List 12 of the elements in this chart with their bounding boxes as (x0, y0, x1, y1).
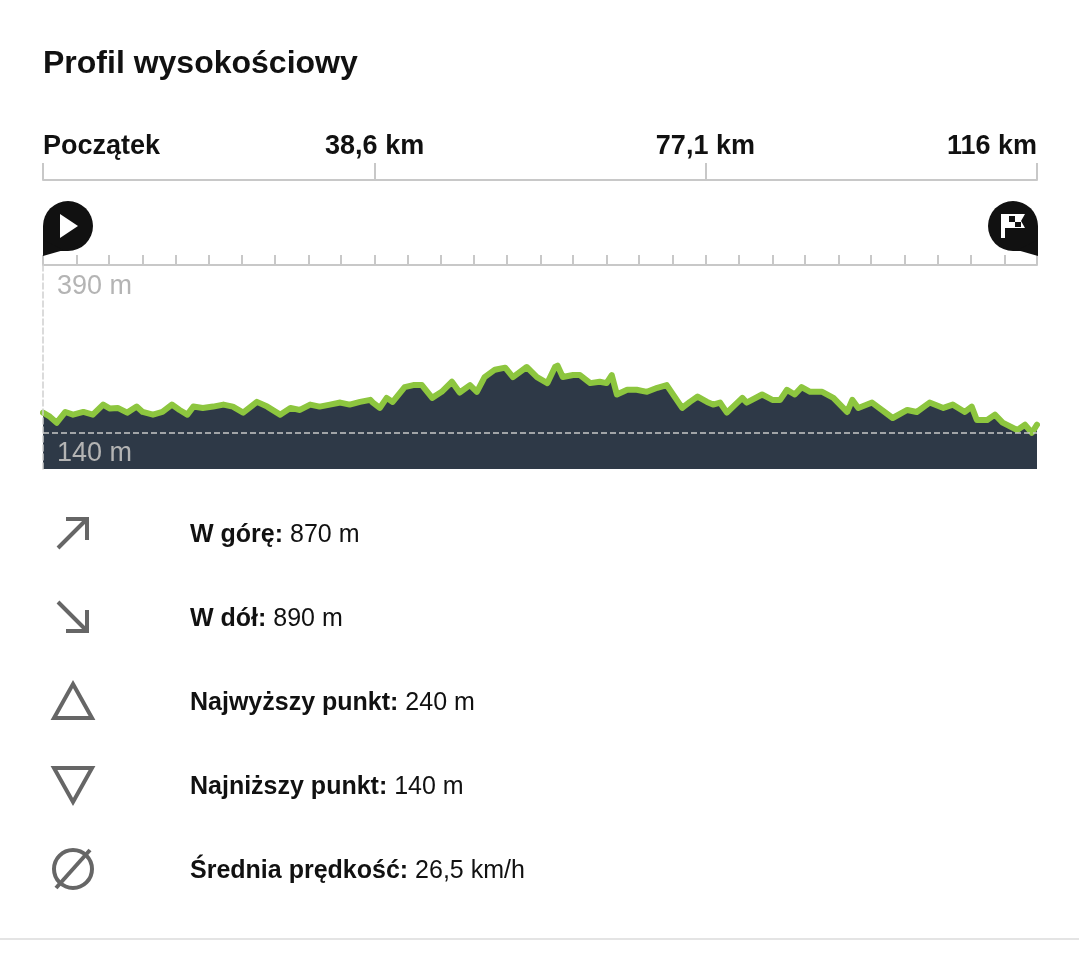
text: Średnia prędkość: 26,5 km/h (190, 854, 525, 884)
text: W dół: 890 m (190, 602, 343, 632)
text: Najwyższy punkt: 240 m (190, 686, 475, 716)
x-tick-label: 116 km (946, 129, 1037, 160)
x-tick-label: 38,6 km (325, 129, 425, 160)
y-tick-label: 140 m (57, 437, 133, 468)
text: Najniższy punkt: 140 m (190, 770, 464, 800)
x-tick-label: Początek (43, 129, 162, 160)
x-tick-label: 77,1 km (655, 129, 755, 160)
y-tick-label: 390 m (57, 269, 133, 300)
text: W górę: 870 m (190, 518, 360, 548)
chart-title: Profil wysokościowy (43, 44, 358, 81)
